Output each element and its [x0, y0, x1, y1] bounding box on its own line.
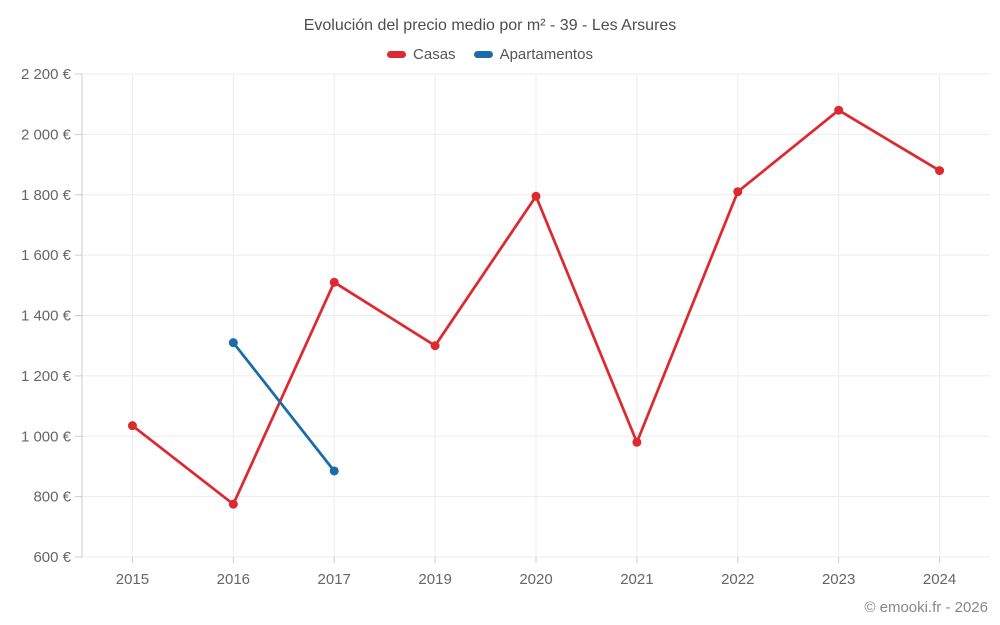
data-point-casas[interactable]	[632, 437, 642, 447]
data-point-apartamentos[interactable]	[228, 338, 238, 348]
data-point-casas[interactable]	[935, 166, 945, 176]
chart-title: Evolución del precio medio por m² - 39 -…	[303, 17, 677, 34]
y-tick-label: 800 €	[33, 489, 71, 506]
y-tick-label: 2 000 €	[21, 126, 72, 143]
legend-label-casas: Casas	[413, 46, 456, 63]
series-line-apartamentos	[231, 341, 336, 473]
y-tick-label: 600 €	[33, 549, 71, 566]
x-tick-label: 2017	[318, 571, 351, 588]
y-tick-label: 2 200 €	[21, 66, 72, 83]
y-tick-label: 1 200 €	[21, 368, 72, 385]
data-point-casas[interactable]	[329, 277, 339, 287]
y-tick-label: 1 800 €	[21, 187, 72, 204]
data-point-casas[interactable]	[733, 187, 743, 197]
legend-label-apartamentos: Apartamentos	[499, 46, 593, 63]
x-tick-label: 2024	[923, 571, 956, 588]
data-point-casas[interactable]	[430, 341, 440, 351]
x-tick-label: 2016	[217, 571, 250, 588]
data-point-casas[interactable]	[834, 105, 844, 115]
chart-legend: Casas Apartamentos	[0, 46, 980, 63]
x-tick-label: 2019	[418, 571, 451, 588]
y-tick-label: 1 400 €	[21, 308, 72, 325]
x-tick-label: 2015	[116, 571, 149, 588]
y-tick-label: 1 000 €	[21, 428, 72, 445]
data-point-casas[interactable]	[531, 191, 541, 201]
y-tick-label: 1 600 €	[21, 247, 72, 264]
casas-series-swatch-icon	[387, 51, 407, 58]
x-tick-label: 2020	[519, 571, 552, 588]
x-tick-label: 2023	[822, 571, 855, 588]
data-point-apartamentos[interactable]	[329, 466, 339, 476]
x-tick-label: 2021	[620, 571, 653, 588]
copyright-footer: © emooki.fr - 2026	[864, 599, 988, 616]
legend-item-apartamentos[interactable]: Apartamentos	[473, 46, 593, 63]
data-point-casas[interactable]	[127, 421, 137, 431]
data-point-casas[interactable]	[228, 499, 238, 509]
apartamentos-series-swatch-icon	[473, 51, 493, 58]
legend-item-casas[interactable]: Casas	[387, 46, 456, 63]
x-tick-label: 2022	[721, 571, 754, 588]
